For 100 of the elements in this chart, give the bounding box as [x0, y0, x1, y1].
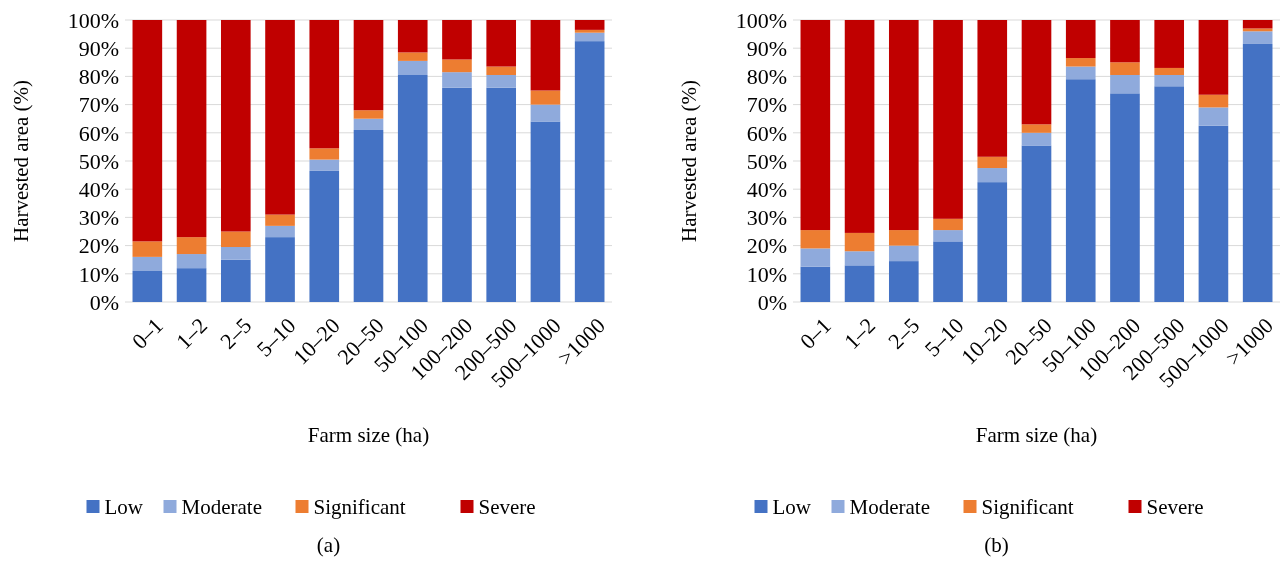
bar [265, 237, 295, 302]
bar [397, 52, 428, 61]
bar [844, 265, 875, 302]
y-tick-label: 0% [89, 289, 119, 315]
legend-label: Significant [313, 495, 406, 520]
y-tick-label: 70% [746, 92, 787, 118]
y-tick-label: 70% [78, 92, 119, 118]
x-axis-title: Farm size (ha) [975, 423, 1098, 447]
bar [1154, 67, 1185, 75]
bar [1154, 74, 1185, 87]
bar [844, 251, 875, 266]
bar [933, 230, 963, 242]
y-tick-label: 10% [746, 261, 787, 287]
bar [1242, 31, 1273, 44]
bar [486, 74, 517, 88]
y-tick-label: 30% [78, 205, 119, 231]
text: (a) [316, 533, 341, 557]
y-tick-label: 10% [78, 261, 119, 287]
bar [977, 156, 1008, 169]
bar [800, 230, 831, 249]
bar [132, 256, 163, 271]
bar [132, 20, 163, 242]
bar [574, 32, 605, 42]
bar [1110, 62, 1140, 75]
bar [397, 74, 428, 302]
legend-label: Low [104, 495, 144, 520]
bar [442, 87, 472, 302]
y-axis-title: Harvested area (%) [9, 79, 33, 243]
y-tick-label: 50% [78, 148, 119, 174]
legend-label: Significant [981, 495, 1074, 520]
legend-label: Severe [478, 495, 536, 520]
bar [1242, 28, 1273, 32]
y-tick-label: 100% [67, 7, 119, 33]
bar [1065, 79, 1096, 302]
x-tick-label: 1–2 [838, 312, 880, 354]
bar [1242, 43, 1273, 302]
bar [442, 59, 472, 73]
bar [1242, 20, 1273, 29]
bar [977, 168, 1008, 183]
bar [486, 66, 517, 75]
bar [977, 20, 1008, 157]
bar [309, 148, 340, 160]
y-tick-label: 50% [746, 148, 787, 174]
bar [486, 87, 517, 302]
bar [353, 118, 384, 130]
bar [176, 20, 207, 238]
bar [1021, 132, 1052, 146]
bar [933, 241, 963, 302]
x-tick-label: 2–5 [215, 312, 257, 354]
bar [397, 60, 428, 75]
bar [220, 20, 251, 232]
y-tick-label: 100% [735, 7, 787, 33]
bar [353, 110, 384, 119]
bar [1154, 86, 1185, 302]
y-tick-label: 60% [746, 120, 787, 146]
y-tick-label: 20% [746, 233, 787, 259]
bar [933, 218, 963, 231]
bar [530, 104, 561, 122]
bar [176, 268, 207, 302]
bar [265, 225, 295, 238]
bar [265, 214, 295, 226]
y-tick-label: 60% [78, 120, 119, 146]
bar [800, 20, 831, 231]
bar [442, 20, 472, 60]
bar [1065, 58, 1096, 67]
bar [530, 90, 561, 105]
bar [1110, 20, 1140, 63]
bar [888, 230, 919, 246]
bar [1110, 93, 1140, 302]
x-tick-label: 0–1 [126, 312, 168, 354]
bar [353, 20, 384, 111]
y-tick-label: 0% [757, 289, 787, 315]
bar [888, 20, 919, 231]
bar [574, 41, 605, 302]
bar [574, 29, 605, 33]
bar [530, 121, 561, 302]
legend-label: Low [772, 495, 812, 520]
bar [309, 170, 340, 302]
bar [1198, 20, 1229, 95]
bar [309, 159, 340, 171]
bar [1154, 20, 1185, 68]
bar [1021, 20, 1052, 125]
y-tick-label: 80% [78, 64, 119, 90]
bar [1021, 145, 1052, 302]
x-tick-label: 2–5 [883, 312, 925, 354]
x-tick-label: 1–2 [170, 312, 212, 354]
bar [176, 237, 207, 255]
bar [977, 182, 1008, 302]
y-tick-label: 30% [746, 205, 787, 231]
bar [1065, 20, 1096, 59]
bar [1198, 125, 1229, 302]
bar [574, 20, 605, 30]
bar [1021, 124, 1052, 133]
bar [844, 232, 875, 252]
bar [933, 20, 963, 219]
bar [353, 129, 384, 302]
bar [844, 20, 875, 233]
bar [800, 248, 831, 267]
bar [220, 231, 251, 248]
bar [888, 261, 919, 302]
